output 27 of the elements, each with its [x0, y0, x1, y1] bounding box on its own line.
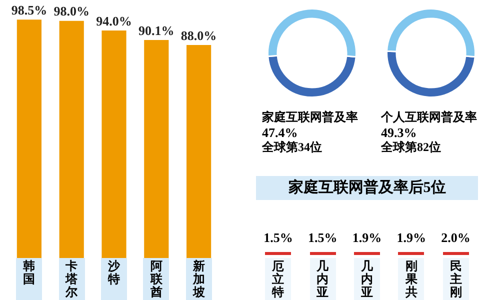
data-label: 47.4%: [262, 125, 299, 140]
data-label: 94.0%: [96, 13, 132, 28]
data-label: 98.0%: [54, 4, 90, 19]
x-tick-label: 新加坡: [192, 259, 206, 299]
text: 2.0%: [441, 230, 470, 245]
category-label: 民主刚: [450, 259, 463, 299]
text: 1.5%: [308, 230, 338, 245]
data-label: 98.5%: [11, 2, 48, 18]
text: 全球第34位: [262, 140, 323, 155]
category-label: 几内亚: [316, 259, 330, 299]
data-label: 49.3%: [381, 125, 418, 140]
text: 全球第82位: [381, 140, 442, 155]
x-tick-label: 韩国: [23, 259, 36, 286]
x-tick-label: 阿联酋: [150, 259, 164, 299]
category-label: 厄立特: [272, 259, 286, 299]
category-label: 刚果共: [405, 259, 418, 299]
x-tick-label: 沙特: [108, 259, 121, 286]
x-tick-label: 卡塔尔: [66, 259, 79, 299]
text: 1.9%: [396, 230, 426, 245]
text: 个人互联网普及率: [381, 110, 478, 125]
text: 家庭互联网普及率: [262, 110, 359, 125]
text: 1.5%: [264, 230, 293, 245]
data-label: 88.0%: [180, 28, 217, 43]
text: 家庭互联网普及率后5位: [256, 176, 478, 200]
text: 1.9%: [352, 230, 382, 245]
data-label: 90.1%: [138, 22, 174, 38]
category-label: 几内亚: [361, 259, 374, 299]
